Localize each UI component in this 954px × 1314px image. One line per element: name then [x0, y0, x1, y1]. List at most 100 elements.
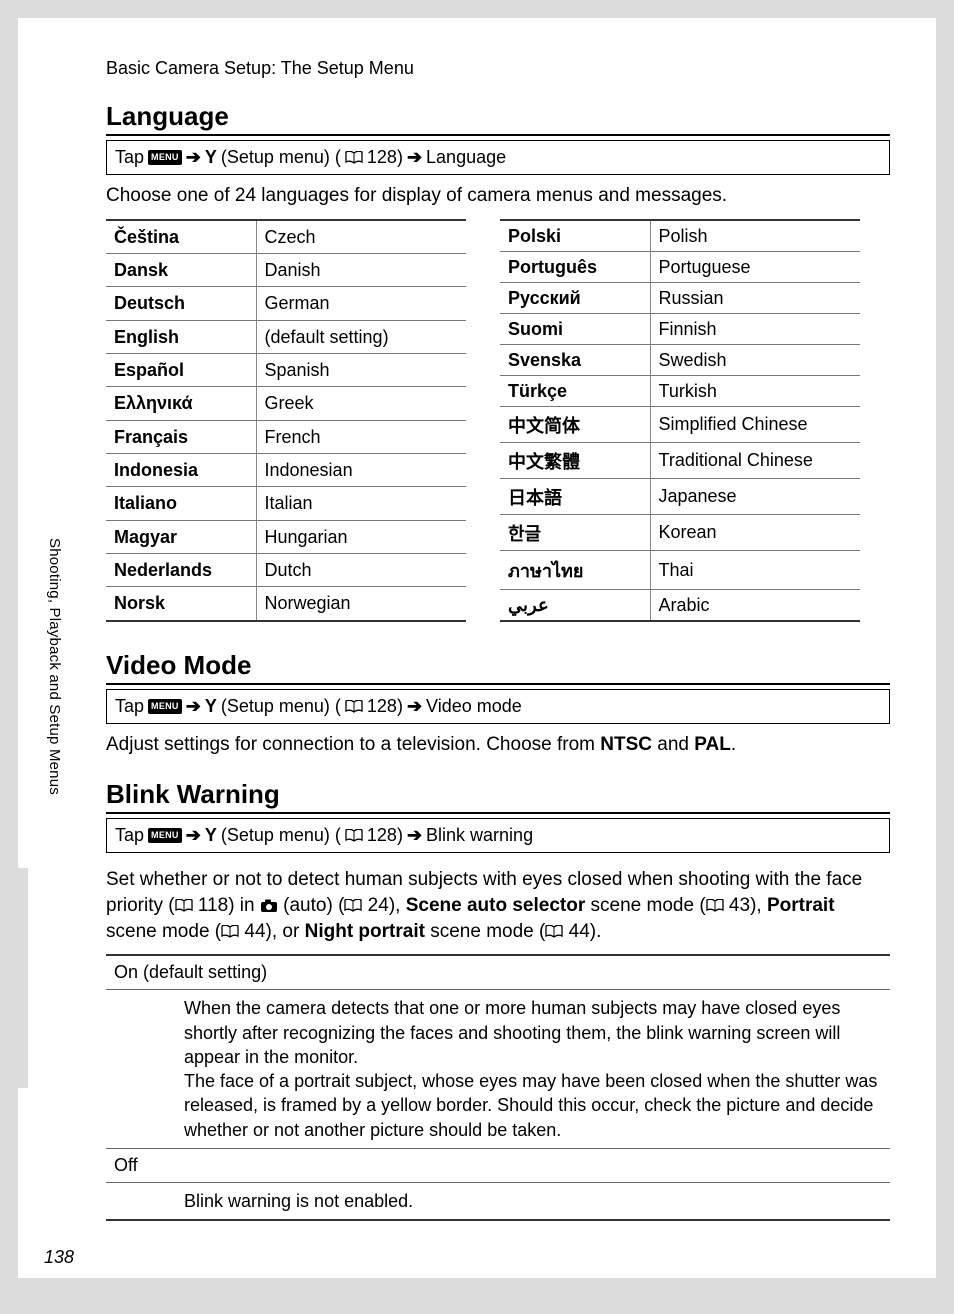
lang-english: Danish	[256, 254, 466, 287]
table-row: Blink warning is not enabled.	[106, 1182, 890, 1220]
arrow-icon: ➔	[407, 825, 422, 846]
table-row: ItalianoItalian	[106, 487, 466, 520]
side-tab	[0, 868, 28, 1088]
table-row: 日本語Japanese	[500, 478, 860, 514]
book-icon	[706, 899, 724, 912]
lang-native: Dansk	[106, 254, 256, 287]
book-icon	[175, 899, 193, 912]
table-row: When the camera detects that one or more…	[106, 990, 890, 1149]
nav-setup-label: (Setup menu) (	[221, 147, 341, 168]
table-row: EspañolSpanish	[106, 353, 466, 386]
lang-native: عربي	[500, 589, 650, 621]
lang-native: 한글	[500, 514, 650, 550]
text: scene mode (	[106, 921, 221, 942]
table-row: SvenskaSwedish	[500, 344, 860, 375]
menu-icon: MENU	[148, 828, 182, 843]
nav-setup-label: (Setup menu) (	[221, 696, 341, 717]
camera-icon	[260, 895, 278, 909]
wrench-icon: Y	[205, 825, 217, 846]
breadcrumb: Basic Camera Setup: The Setup Menu	[106, 58, 890, 79]
wrench-icon: Y	[205, 147, 217, 168]
table-row: NorskNorwegian	[106, 587, 466, 621]
heading-language: Language	[106, 101, 890, 136]
wrench-icon: Y	[205, 696, 217, 717]
book-icon	[345, 700, 363, 713]
table-row: MagyarHungarian	[106, 520, 466, 553]
table-row: DanskDanish	[106, 254, 466, 287]
spacer	[106, 990, 176, 1149]
table-row: DeutschGerman	[106, 287, 466, 320]
lang-native: Norsk	[106, 587, 256, 621]
lang-english: Swedish	[650, 344, 860, 375]
text-pal: PAL	[694, 734, 731, 755]
blink-off-label: Off	[106, 1148, 890, 1182]
lang-native: Ελληνικά	[106, 387, 256, 420]
text: 44), or	[239, 921, 304, 942]
table-row: Off	[106, 1148, 890, 1182]
lang-native: Svenska	[500, 344, 650, 375]
text: 24),	[362, 895, 405, 916]
lang-english: Polish	[650, 220, 860, 252]
lang-english: Turkish	[650, 375, 860, 406]
table-row: IndonesiaIndonesian	[106, 453, 466, 486]
table-row: РусскийRussian	[500, 282, 860, 313]
lang-native: Italiano	[106, 487, 256, 520]
lang-english: Indonesian	[256, 453, 466, 486]
nav-setup-label: (Setup menu) (	[221, 825, 341, 846]
heading-blink-warning: Blink Warning	[106, 779, 890, 814]
text: .	[731, 734, 736, 755]
lang-english: Norwegian	[256, 587, 466, 621]
blink-description: Set whether or not to detect human subje…	[106, 867, 890, 944]
lang-native: Português	[500, 251, 650, 282]
arrow-icon: ➔	[186, 825, 201, 846]
side-section-label: Shooting, Playback and Setup Menus	[46, 538, 63, 795]
nav-path-language: Tap MENU ➔ Y (Setup menu) ( 128) ➔ Langu…	[106, 140, 890, 175]
nav-page-ref: 128)	[367, 147, 403, 168]
table-row: NederlandsDutch	[106, 553, 466, 586]
text: 44).	[563, 921, 601, 942]
table-row: On (default setting)	[106, 955, 890, 990]
lang-english: Russian	[650, 282, 860, 313]
nav-path-video: Tap MENU ➔ Y (Setup menu) ( 128) ➔ Video…	[106, 689, 890, 724]
lang-native: Deutsch	[106, 287, 256, 320]
lang-english: Arabic	[650, 589, 860, 621]
lang-native: Suomi	[500, 313, 650, 344]
arrow-icon: ➔	[407, 696, 422, 717]
lang-native: ภาษาไทย	[500, 550, 650, 589]
book-icon	[345, 151, 363, 164]
lang-native: Nederlands	[106, 553, 256, 586]
language-tables: ČeštinaCzechDanskDanishDeutschGermanEngl…	[106, 219, 890, 622]
lang-native: 中文繁體	[500, 442, 650, 478]
language-table-left: ČeštinaCzechDanskDanishDeutschGermanEngl…	[106, 219, 466, 622]
table-row: ΕλληνικάGreek	[106, 387, 466, 420]
video-mode-description: Adjust settings for connection to a tele…	[106, 732, 890, 758]
lang-english: Italian	[256, 487, 466, 520]
nav-page-ref: 128)	[367, 696, 403, 717]
spacer	[106, 1182, 176, 1220]
manual-page: Shooting, Playback and Setup Menus Basic…	[18, 18, 936, 1278]
language-description: Choose one of 24 languages for display o…	[106, 183, 890, 209]
page-content: Basic Camera Setup: The Setup Menu Langu…	[106, 58, 890, 1221]
lang-native: Русский	[500, 282, 650, 313]
lang-english: Spanish	[256, 353, 466, 386]
lang-english: Thai	[650, 550, 860, 589]
lang-native: English	[106, 320, 256, 353]
text: scene mode (	[585, 895, 705, 916]
language-table-right: PolskiPolishPortuguêsPortugueseРусскийRu…	[500, 219, 860, 622]
blink-off-body: Blink warning is not enabled.	[176, 1182, 890, 1220]
arrow-icon: ➔	[186, 696, 201, 717]
text: and	[652, 734, 694, 755]
nav-tap: Tap	[115, 825, 144, 846]
nav-path-blink: Tap MENU ➔ Y (Setup menu) ( 128) ➔ Blink…	[106, 818, 890, 853]
arrow-icon: ➔	[186, 147, 201, 168]
text: 118) in	[193, 895, 260, 916]
text: Portrait	[767, 895, 835, 916]
menu-icon: MENU	[148, 699, 182, 714]
nav-end: Blink warning	[426, 825, 533, 846]
book-icon	[344, 899, 362, 912]
lang-native: Čeština	[106, 220, 256, 254]
lang-english: Finnish	[650, 313, 860, 344]
table-row: English(default setting)	[106, 320, 466, 353]
nav-end: Language	[426, 147, 506, 168]
lang-native: Indonesia	[106, 453, 256, 486]
